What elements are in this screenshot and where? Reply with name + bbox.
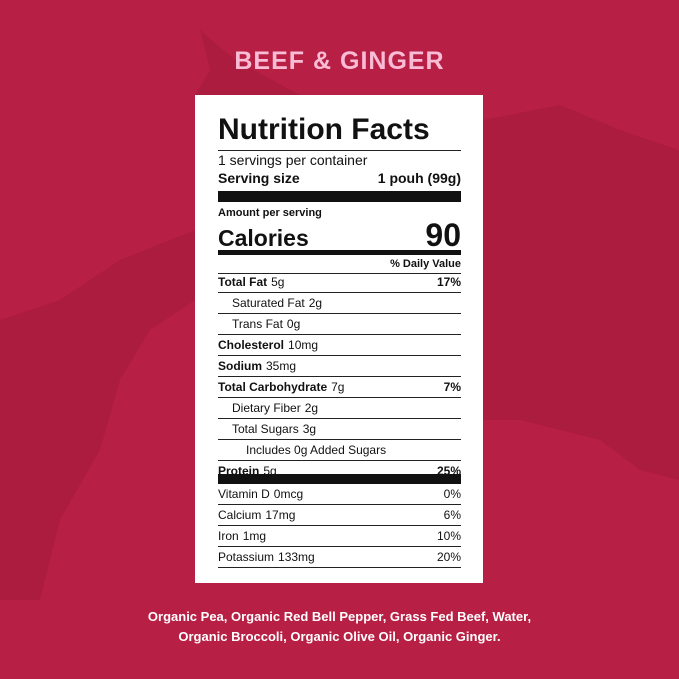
nutrient-amount: 35mg	[266, 359, 297, 373]
nutrient-row: Trans Fat 0g	[218, 314, 461, 335]
nutrient-name: Cholesterol	[218, 338, 285, 352]
nutrient-amount: 10mg	[288, 338, 319, 352]
nutrient-amount: 2g	[304, 401, 319, 415]
text: 1 pouh (99g)	[377, 170, 461, 186]
nutrient-name: Iron	[218, 529, 239, 543]
nutrient-row: Saturated Fat 2g	[218, 293, 461, 314]
nutrient-row: Sodium 35mg	[218, 356, 461, 377]
calories: Calories 90	[218, 217, 461, 254]
nutrient-amount: 17mg	[265, 508, 296, 522]
nutrient-row: Includes 0g Added Sugars	[218, 440, 461, 461]
daily-value: 0%	[443, 487, 461, 501]
title: BEEF & GINGER	[234, 47, 445, 75]
text: Calories	[218, 225, 309, 251]
nutrient-amount: 1mg	[242, 529, 267, 543]
text: Organic Broccoli, Organic Olive Oil, Org…	[178, 629, 501, 644]
daily-value: 7%	[443, 380, 461, 394]
nutrients: Total Fat 5g 17% Saturated Fat 2g Trans Fat 0g…	[218, 272, 461, 481]
nutrient-amount: 2g	[308, 296, 323, 310]
nutrient-name: Calcium	[218, 508, 262, 522]
divider	[218, 191, 461, 202]
ingredients: Organic Pea, Organic Red Bell Pepper, Gr…	[0, 607, 679, 647]
nutrient-name: Saturated Fat	[232, 296, 305, 310]
nutrient-name: Total Carbohydrate	[218, 380, 328, 394]
daily-value: 6%	[443, 508, 461, 522]
nutrient-row: Iron 1mg 10%	[218, 526, 461, 547]
nutrient-amount: 5g	[271, 275, 285, 289]
nutrient-name: Vitamin D	[218, 487, 270, 501]
nutrient-amount: 0mcg	[273, 487, 304, 501]
nutrient-row: Total Carbohydrate 7g 7%	[218, 377, 461, 398]
heading: Nutrition Facts	[218, 113, 461, 151]
dv-header: % Daily Value	[218, 257, 461, 274]
nutrient-amount: 0g	[286, 317, 301, 331]
nutrient-name: Total Sugars	[232, 422, 299, 436]
nutrient-name: Potassium	[218, 550, 275, 564]
nutrient-row: Dietary Fiber 2g	[218, 398, 461, 419]
text: Serving size	[218, 170, 300, 186]
nutrient-name: Trans Fat	[232, 317, 283, 331]
nutrient-name: Dietary Fiber	[232, 401, 301, 415]
nutrient-row: Potassium 133mg 20%	[218, 547, 461, 568]
serving-size: Serving size 1 pouh (99g)	[218, 170, 461, 186]
nutrient-name: Sodium	[218, 359, 262, 373]
vitamins: Vitamin D 0mcg 0% Calcium 17mg 6% Iron 1mg 10% Po…	[218, 484, 461, 568]
text: Organic Pea, Organic Red Bell Pepper, Gr…	[147, 609, 532, 624]
nutrient-amount: 7g	[331, 380, 345, 394]
nutrient-row: Total Sugars 3g	[218, 419, 461, 440]
nutrient-amount: 3g	[302, 422, 317, 436]
nutrient-name: Total Fat	[218, 275, 268, 289]
amount-per-serving: Amount per serving	[218, 207, 322, 219]
nutrient-row: Vitamin D 0mcg 0%	[218, 484, 461, 505]
divider	[218, 250, 461, 255]
nutrition-label: Nutrition Facts 1 servings per container…	[195, 95, 483, 583]
text: 90	[425, 217, 461, 253]
daily-value: 10%	[436, 529, 461, 543]
nutrient-row: Cholesterol 10mg	[218, 335, 461, 356]
nutrient-row: Total Fat 5g 17%	[218, 272, 461, 293]
nutrient-row: Calcium 17mg 6%	[218, 505, 461, 526]
servings: 1 servings per container	[218, 152, 368, 168]
nutrient-amount: 133mg	[278, 550, 315, 564]
daily-value: 20%	[436, 550, 461, 564]
nutrient-name: Includes 0g Added Sugars	[246, 443, 387, 457]
daily-value: 17%	[436, 275, 461, 289]
divider	[218, 474, 461, 484]
